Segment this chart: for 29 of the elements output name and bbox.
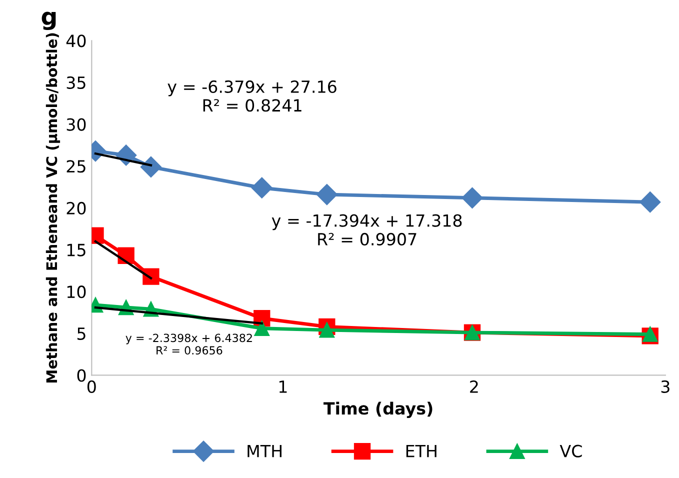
y-tick-label: 20: [66, 202, 86, 214]
y-tick-label: 25: [66, 160, 86, 173]
x-tick-label: 0: [87, 380, 96, 393]
x-tick-label: 3: [661, 380, 670, 393]
y-tick-label: 10: [67, 286, 86, 298]
point: [319, 322, 335, 338]
point: [140, 156, 162, 178]
y-tick-label: 0: [77, 369, 86, 382]
annotation: y = -6.379x + 27.16 R² = 0.8241: [168, 80, 336, 112]
x-axis-title: Time (days): [324, 402, 432, 418]
point: [251, 177, 272, 198]
point: [462, 187, 483, 208]
point: [254, 320, 270, 336]
y-tick-label: 30: [66, 118, 86, 131]
annotation: y = -17.394x + 17.318 R² = 0.9907: [272, 214, 462, 246]
y-tick-label: 5: [77, 328, 86, 340]
y-tick-label: 40: [66, 34, 86, 48]
point: [316, 184, 338, 206]
x-tick-label: 1: [279, 380, 287, 393]
annotation: y = -2.3398x + 6.4382 R² = 0.9656: [126, 334, 252, 355]
legend-label: ETH: [406, 444, 436, 458]
legend-label: VC: [560, 444, 582, 458]
point: [640, 192, 661, 213]
y-tick-label: 35: [66, 76, 86, 90]
y-tick-label: 15: [67, 244, 86, 256]
y-axis-title: Methane and Etheneand VC (µmole/bottle): [46, 33, 60, 382]
x-tick-label: 2: [470, 380, 478, 393]
legend-label: MTH: [248, 444, 282, 458]
chart-title: g: [42, 12, 56, 30]
